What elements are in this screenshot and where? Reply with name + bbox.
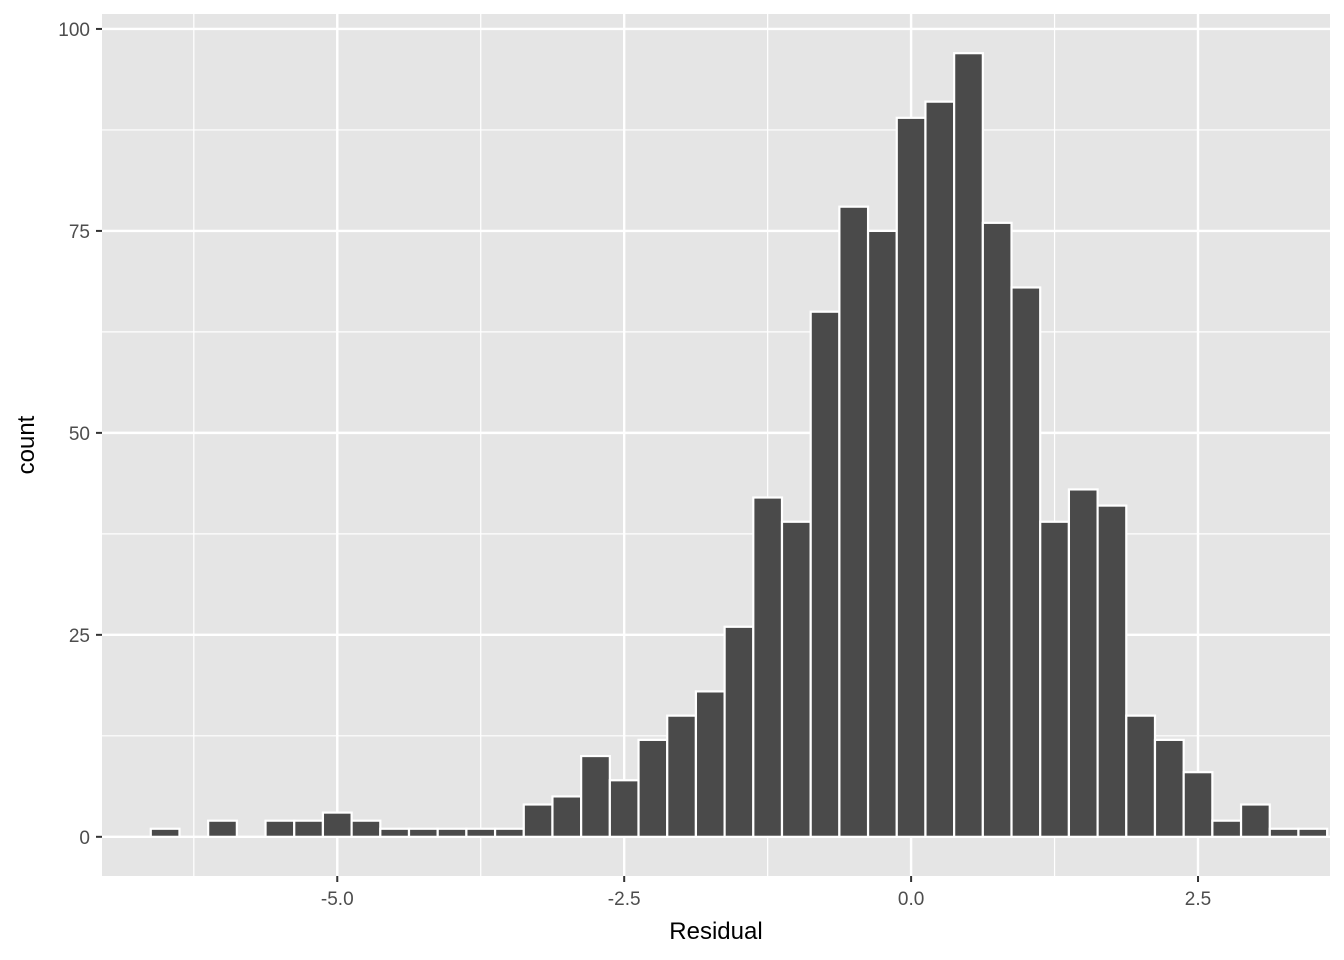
histogram-bar	[436, 827, 468, 838]
histogram-bar	[866, 229, 898, 838]
histogram-bar	[637, 738, 669, 838]
histogram-bar	[752, 496, 784, 838]
histogram-bar	[293, 819, 325, 838]
histogram-bar	[809, 310, 841, 838]
histogram-bar	[264, 819, 296, 838]
histogram-bar	[723, 625, 755, 838]
y-tick-label: 75	[69, 222, 90, 243]
y-axis: 0 25 50 75 100	[58, 20, 102, 849]
x-axis-title: Residual	[669, 918, 762, 945]
histogram-bar	[1096, 504, 1128, 838]
histogram-bar	[321, 811, 353, 838]
y-axis-title: count	[13, 415, 40, 474]
histogram-bar	[1067, 488, 1099, 838]
histogram-bar	[350, 819, 382, 838]
histogram-bar	[780, 520, 812, 838]
y-tick-label: 0	[79, 828, 90, 849]
y-tick-label: 50	[69, 424, 90, 445]
histogram-bar	[580, 754, 611, 838]
histogram-bar	[1268, 827, 1300, 838]
histogram-bar	[608, 779, 640, 838]
histogram-bar	[379, 827, 411, 838]
histogram-bar	[1010, 286, 1042, 838]
histogram-bar	[1297, 827, 1329, 838]
x-tick-label: 2.5	[1185, 889, 1211, 910]
histogram-bar	[149, 827, 181, 838]
histogram-bar	[465, 827, 497, 838]
histogram-bar	[1153, 738, 1185, 838]
y-tick-label: 100	[58, 20, 90, 41]
x-axis: -5.0 -2.5 0.0 2.5	[321, 876, 1211, 910]
histogram-bar	[924, 100, 956, 838]
x-tick-label: -2.5	[608, 889, 641, 910]
histogram-bar	[666, 714, 698, 838]
histogram-bar	[1182, 771, 1214, 838]
histogram-bar	[1125, 714, 1157, 838]
x-tick-label: -5.0	[321, 889, 354, 910]
histogram-bar	[981, 221, 1013, 838]
histogram-bar	[207, 819, 238, 838]
histogram-bars	[149, 52, 1329, 838]
histogram-bar	[407, 827, 439, 838]
histogram-bar	[838, 205, 870, 838]
histogram-bar	[953, 52, 984, 838]
histogram-bar	[895, 116, 927, 838]
histogram-bar	[493, 827, 525, 838]
histogram-bar	[522, 803, 554, 838]
y-tick-label: 25	[69, 626, 90, 647]
histogram-bar	[1239, 803, 1271, 838]
histogram-bar	[1211, 819, 1243, 838]
histogram-bar	[1039, 520, 1071, 838]
histogram-bar	[551, 795, 583, 838]
histogram-bar	[694, 690, 726, 838]
x-tick-label: 0.0	[898, 889, 924, 910]
